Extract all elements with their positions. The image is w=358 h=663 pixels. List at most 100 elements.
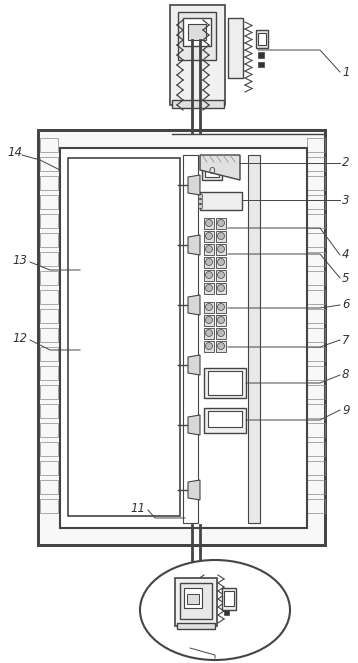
Bar bbox=[70, 312, 178, 318]
Bar bbox=[204, 231, 214, 242]
Bar bbox=[70, 368, 178, 374]
Bar bbox=[198, 204, 202, 208]
Bar bbox=[307, 309, 325, 323]
Bar bbox=[307, 404, 325, 418]
Bar bbox=[40, 157, 58, 171]
Text: 4: 4 bbox=[342, 249, 349, 261]
Bar bbox=[40, 461, 58, 475]
Bar bbox=[70, 432, 178, 438]
Text: 11: 11 bbox=[131, 501, 145, 514]
Bar bbox=[216, 341, 226, 352]
Bar bbox=[307, 157, 325, 171]
Text: 12: 12 bbox=[13, 332, 28, 345]
Bar bbox=[307, 347, 325, 361]
Bar bbox=[307, 214, 325, 228]
Bar bbox=[70, 336, 178, 342]
Bar bbox=[307, 461, 325, 475]
Bar bbox=[40, 366, 58, 380]
Bar bbox=[70, 344, 178, 350]
Bar bbox=[307, 138, 325, 152]
Polygon shape bbox=[188, 355, 200, 375]
Bar bbox=[70, 416, 178, 422]
Bar bbox=[70, 192, 178, 198]
Bar bbox=[70, 304, 178, 310]
Bar bbox=[216, 244, 226, 255]
Circle shape bbox=[205, 304, 213, 310]
Bar bbox=[70, 328, 178, 334]
Bar bbox=[248, 155, 260, 523]
Text: 13: 13 bbox=[13, 253, 28, 267]
Bar bbox=[224, 610, 229, 615]
Text: 1: 1 bbox=[342, 66, 349, 78]
Bar bbox=[70, 424, 178, 430]
Bar bbox=[40, 328, 58, 342]
Bar bbox=[183, 18, 211, 46]
Bar bbox=[70, 216, 178, 222]
Bar bbox=[307, 271, 325, 285]
Bar bbox=[224, 591, 234, 606]
Bar bbox=[70, 184, 178, 190]
Bar bbox=[175, 578, 217, 626]
Circle shape bbox=[205, 343, 213, 349]
Bar bbox=[70, 224, 178, 230]
Bar bbox=[204, 315, 214, 326]
Bar bbox=[216, 218, 226, 229]
Bar bbox=[307, 233, 325, 247]
Bar bbox=[200, 192, 242, 210]
Bar bbox=[216, 257, 226, 268]
Bar bbox=[40, 423, 58, 437]
Circle shape bbox=[218, 330, 224, 337]
Bar bbox=[208, 371, 242, 395]
Bar bbox=[70, 448, 178, 454]
Bar bbox=[70, 392, 178, 398]
Bar bbox=[40, 176, 58, 190]
Text: 2: 2 bbox=[342, 156, 349, 170]
Circle shape bbox=[205, 259, 213, 265]
Bar bbox=[205, 165, 219, 177]
Text: 5: 5 bbox=[342, 272, 349, 284]
Bar bbox=[307, 385, 325, 399]
Bar bbox=[38, 130, 325, 545]
Bar bbox=[258, 52, 264, 58]
Bar bbox=[40, 385, 58, 399]
Bar bbox=[40, 442, 58, 456]
Circle shape bbox=[218, 304, 224, 310]
Bar bbox=[40, 214, 58, 228]
Bar bbox=[70, 176, 178, 182]
Bar bbox=[204, 408, 246, 433]
Bar bbox=[40, 404, 58, 418]
Circle shape bbox=[218, 259, 224, 265]
Polygon shape bbox=[188, 295, 200, 315]
Circle shape bbox=[218, 233, 224, 239]
Bar bbox=[307, 480, 325, 494]
Circle shape bbox=[205, 233, 213, 239]
Text: 7: 7 bbox=[342, 333, 349, 347]
Bar bbox=[70, 168, 178, 174]
Bar bbox=[68, 158, 180, 516]
Bar bbox=[178, 12, 216, 60]
Circle shape bbox=[218, 245, 224, 253]
Bar bbox=[70, 400, 178, 406]
Bar bbox=[70, 160, 178, 166]
Bar bbox=[216, 302, 226, 313]
Bar bbox=[40, 480, 58, 494]
Bar bbox=[216, 231, 226, 242]
Bar bbox=[307, 195, 325, 209]
Text: 10: 10 bbox=[170, 638, 185, 652]
Circle shape bbox=[205, 316, 213, 324]
Bar bbox=[170, 5, 225, 105]
Bar bbox=[70, 248, 178, 254]
Bar bbox=[70, 320, 178, 326]
Bar bbox=[70, 496, 178, 502]
Bar bbox=[307, 423, 325, 437]
Bar bbox=[183, 155, 198, 523]
Bar bbox=[258, 33, 266, 45]
Bar bbox=[40, 271, 58, 285]
Bar bbox=[70, 296, 178, 302]
Bar bbox=[70, 376, 178, 382]
Text: 9: 9 bbox=[342, 404, 349, 416]
Bar bbox=[70, 208, 178, 214]
Circle shape bbox=[218, 219, 224, 227]
Bar bbox=[184, 588, 202, 608]
Polygon shape bbox=[188, 175, 200, 195]
